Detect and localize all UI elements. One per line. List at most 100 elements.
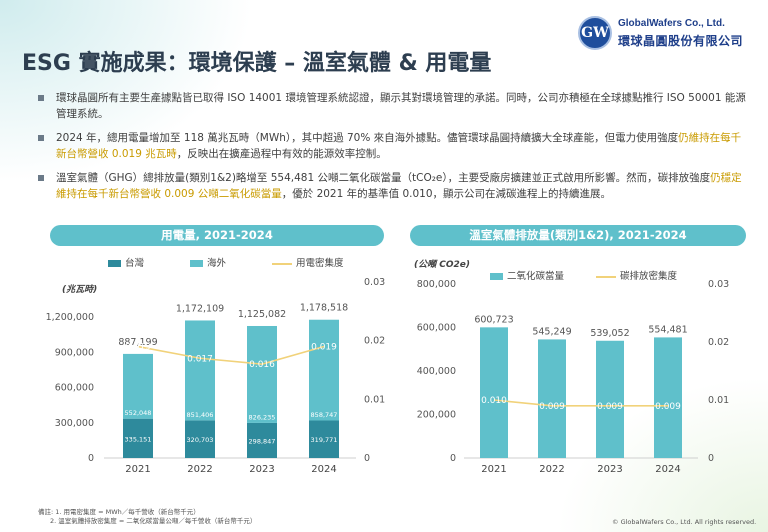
- bullet-text: 2024 年，總用電量增加至 118 萬兆瓦時（MWh），其中超過 70% 來自…: [56, 132, 679, 144]
- legend-swatch: [596, 275, 616, 278]
- bullet-text: ，優於 2021 年的基準值 0.010，顯示公司在減碳進程上的持續進展。: [281, 188, 612, 200]
- electricity-legend-taiwan: 台灣: [108, 255, 144, 269]
- legend-label: 用電密集度: [296, 258, 344, 269]
- gw-logo-mark: GW: [578, 16, 612, 50]
- overseas-bar: [123, 353, 153, 419]
- electricity-intensity-label: 0.016: [249, 360, 275, 370]
- legend-label: 二氧化碳當量: [507, 271, 565, 282]
- electricity-legend-overseas: 海外: [190, 255, 226, 269]
- co2e-value-label: 554,481: [648, 324, 687, 335]
- co2e-bar: [480, 327, 508, 458]
- bullet-text: 環球晶圓所有主要生產據點皆已取得 ISO 14001 環境管理系統認證，顯示其對…: [56, 92, 746, 120]
- total-value-label: 887,199: [118, 337, 157, 348]
- overseas-value-label: 552,048: [125, 409, 152, 417]
- electricity-y-tick-label: 900,000: [55, 347, 94, 358]
- co2e-value-label: 539,052: [590, 328, 629, 339]
- logo-name-en: GlobalWafers Co., Ltd.: [618, 18, 725, 29]
- electricity-unit-label: (兆瓦時): [62, 285, 98, 295]
- ghg-y-tick-label: 400,000: [417, 366, 456, 377]
- legend-label: 海外: [207, 258, 227, 269]
- co2e-bar: [538, 339, 566, 458]
- overseas-value-label: 858,747: [311, 411, 338, 419]
- overseas-value-label: 826,235: [249, 413, 276, 421]
- electricity-y2-tick-label: 0.01: [364, 394, 385, 405]
- ghg-y-tick-label: 800,000: [417, 279, 456, 290]
- legend-swatch: [108, 260, 121, 267]
- electricity-chart-header: 用電量, 2021-2024: [50, 225, 384, 246]
- electricity-y2-tick-label: 0.02: [364, 336, 385, 347]
- electricity-y2-tick-label: 0: [364, 453, 370, 464]
- ghg-y-tick-label: 600,000: [417, 323, 456, 334]
- logo-name-zh: 環球晶圓股份有限公司: [618, 34, 744, 48]
- ghg-intensity-label: 0.009: [539, 402, 565, 412]
- ghg-legend-intensity: 碳排放密集度: [596, 268, 677, 282]
- taiwan-bar: [123, 418, 153, 458]
- electricity-x-tick-label: 2021: [125, 464, 150, 475]
- ghg-y2-tick-label: 0.01: [708, 395, 729, 406]
- bullet-highlight: 仍維持在每千新台幣營收 0.019 兆瓦時: [56, 132, 742, 160]
- taiwan-value-label: 319,771: [311, 436, 338, 444]
- company-logo: GW GlobalWafers Co., Ltd. 環球晶圓股份有限公司: [578, 16, 750, 50]
- legend-swatch: [272, 262, 292, 265]
- overseas-bar: [247, 325, 277, 423]
- overseas-bar: [309, 319, 339, 421]
- bullet-text: 溫室氣體（GHG）總排放量(類別1&2)略增至 554,481 公噸二氧化碳當量…: [56, 172, 711, 184]
- ghg-unit-label: (公噸 CO2e): [414, 260, 470, 270]
- bullet-iso: 環球晶圓所有主要生產據點皆已取得 ISO 14001 環境管理系統認證，顯示其對…: [38, 90, 750, 122]
- bullet-text: ，反映出在擴產過程中有效的能源效率控制。: [176, 148, 387, 160]
- footnote-1: 備註: 1. 用電密集度 = MWh／每千營收（新台幣千元）: [38, 508, 200, 516]
- copyright: © GlobalWafers Co., Ltd. All rights rese…: [612, 518, 757, 526]
- electricity-y-tick-label: 300,000: [55, 418, 94, 429]
- ghg-chart: 0 200,000 400,000 600,000 800,000 0 0.01 0.02 0.…: [417, 279, 729, 475]
- electricity-y2-tick-label: 0.03: [364, 277, 385, 288]
- electricity-chart: 0 300,000 600,000 900,000 1,200,000 0 0.01 0.02…: [46, 277, 386, 475]
- bullet-ghg: 溫室氣體（GHG）總排放量(類別1&2)略增至 554,481 公噸二氧化碳當量…: [38, 170, 750, 202]
- bullet-highlight: 仍穩定維持在每千新台幣營收 0.009 公噸二氧化碳當量: [56, 172, 742, 200]
- co2e-value-label: 545,249: [532, 326, 571, 337]
- ghg-chart-header: 溫室氣體排放量(類別1&2), 2021-2024: [410, 225, 746, 246]
- ghg-y-tick-label: 200,000: [417, 410, 456, 421]
- ghg-intensity-label: 0.009: [597, 402, 623, 412]
- taiwan-value-label: 298,847: [249, 437, 276, 445]
- ghg-x-tick-label: 2023: [597, 464, 622, 475]
- taiwan-bar: [309, 420, 339, 458]
- electricity-intensity-label: 0.019: [125, 343, 151, 353]
- electricity-intensity-line: [137, 345, 325, 365]
- co2e-value-label: 600,723: [474, 314, 513, 325]
- overseas-value-label: 851,406: [187, 411, 214, 419]
- taiwan-value-label: 320,703: [187, 436, 214, 444]
- electricity-y-tick-label: 600,000: [55, 383, 94, 394]
- total-value-label: 1,172,109: [176, 303, 224, 314]
- electricity-y-tick-label: 1,200,000: [46, 312, 94, 323]
- ghg-intensity-label: 0.009: [655, 402, 681, 412]
- legend-label: 碳排放密集度: [620, 271, 678, 282]
- footnote-2: 2. 溫室氣體排放密集度 = 二氧化碳當量公噸／每千營收（新台幣千元）: [50, 517, 257, 525]
- ghg-x-tick-label: 2022: [539, 464, 564, 475]
- ghg-intensity-label: 0.010: [481, 396, 507, 406]
- ghg-y-tick-label: 0: [450, 453, 456, 464]
- ghg-x-tick-label: 2024: [655, 464, 680, 475]
- electricity-x-tick-label: 2022: [187, 464, 212, 475]
- electricity-legend-intensity: 用電密集度: [272, 255, 344, 269]
- electricity-x-tick-label: 2024: [311, 464, 336, 475]
- page-title: ESG 實施成果：環境保護 – 溫室氣體 & 用電量: [22, 51, 492, 76]
- ghg-intensity-line: [493, 399, 668, 407]
- bullet-electricity: 2024 年，總用電量增加至 118 萬兆瓦時（MWh），其中超過 70% 來自…: [38, 130, 750, 162]
- taiwan-value-label: 335,151: [125, 435, 152, 443]
- electricity-y-tick-label: 0: [88, 453, 94, 464]
- ghg-legend-co2e: 二氧化碳當量: [490, 268, 564, 282]
- overseas-bar: [185, 320, 215, 421]
- ghg-y2-tick-label: 0.03: [708, 279, 729, 290]
- legend-swatch: [490, 273, 503, 280]
- taiwan-bar: [185, 420, 215, 458]
- electricity-intensity-label: 0.017: [187, 354, 213, 364]
- electricity-intensity-label: 0.019: [311, 343, 337, 353]
- taiwan-bar: [247, 422, 277, 458]
- legend-label: 台灣: [125, 258, 145, 269]
- co2e-bar: [596, 340, 624, 458]
- co2e-bar: [654, 337, 682, 458]
- bullet-list: 環球晶圓所有主要生產據點皆已取得 ISO 14001 環境管理系統認證，顯示其對…: [38, 90, 750, 210]
- legend-swatch: [190, 260, 203, 267]
- total-value-label: 1,178,518: [300, 303, 348, 314]
- total-value-label: 1,125,082: [238, 309, 286, 320]
